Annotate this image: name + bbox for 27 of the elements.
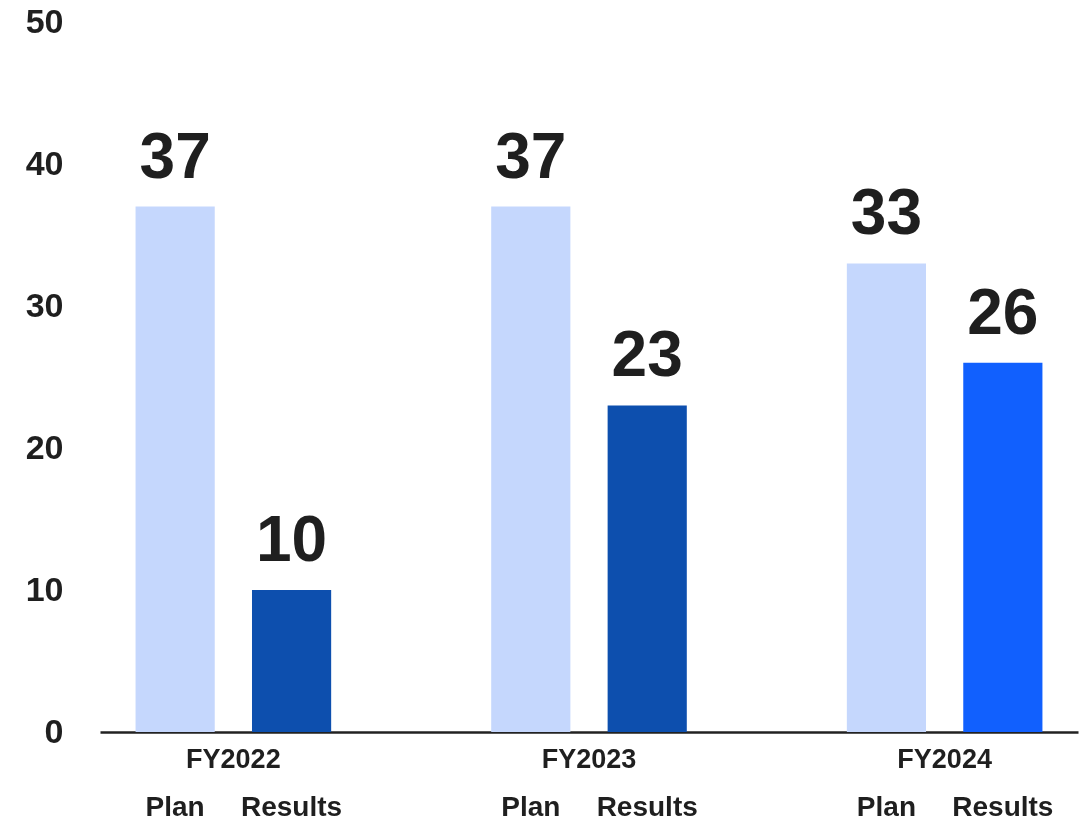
text: Plan xyxy=(501,791,561,822)
x-tick-label: FY2024 xyxy=(897,743,992,774)
text: Results xyxy=(952,791,1054,822)
bar xyxy=(963,362,1043,732)
bar xyxy=(846,263,927,732)
data-label: 26 xyxy=(967,275,1039,348)
text: Results xyxy=(596,791,698,822)
data-label: 37 xyxy=(495,119,567,192)
text: Plan xyxy=(856,791,916,822)
bar xyxy=(135,206,215,732)
x-tick-label: FY2023 xyxy=(541,743,637,774)
bar xyxy=(251,590,332,732)
x-tick-label: FY2022 xyxy=(186,743,281,774)
data-label: 23 xyxy=(611,318,683,391)
data-label: 33 xyxy=(850,176,923,249)
y-tick-label: 30 xyxy=(25,285,64,324)
text: Plan xyxy=(145,791,205,822)
text: Results xyxy=(241,791,343,822)
bar xyxy=(491,206,571,732)
y-tick-label: 50 xyxy=(25,1,64,40)
y-tick-label: 20 xyxy=(25,427,64,466)
bar xyxy=(607,405,687,732)
y-tick-label: 0 xyxy=(44,711,64,750)
y-tick-label: 10 xyxy=(25,569,64,608)
data-label: 37 xyxy=(139,119,211,192)
y-tick-label: 40 xyxy=(25,143,64,182)
data-label: 10 xyxy=(255,503,328,575)
